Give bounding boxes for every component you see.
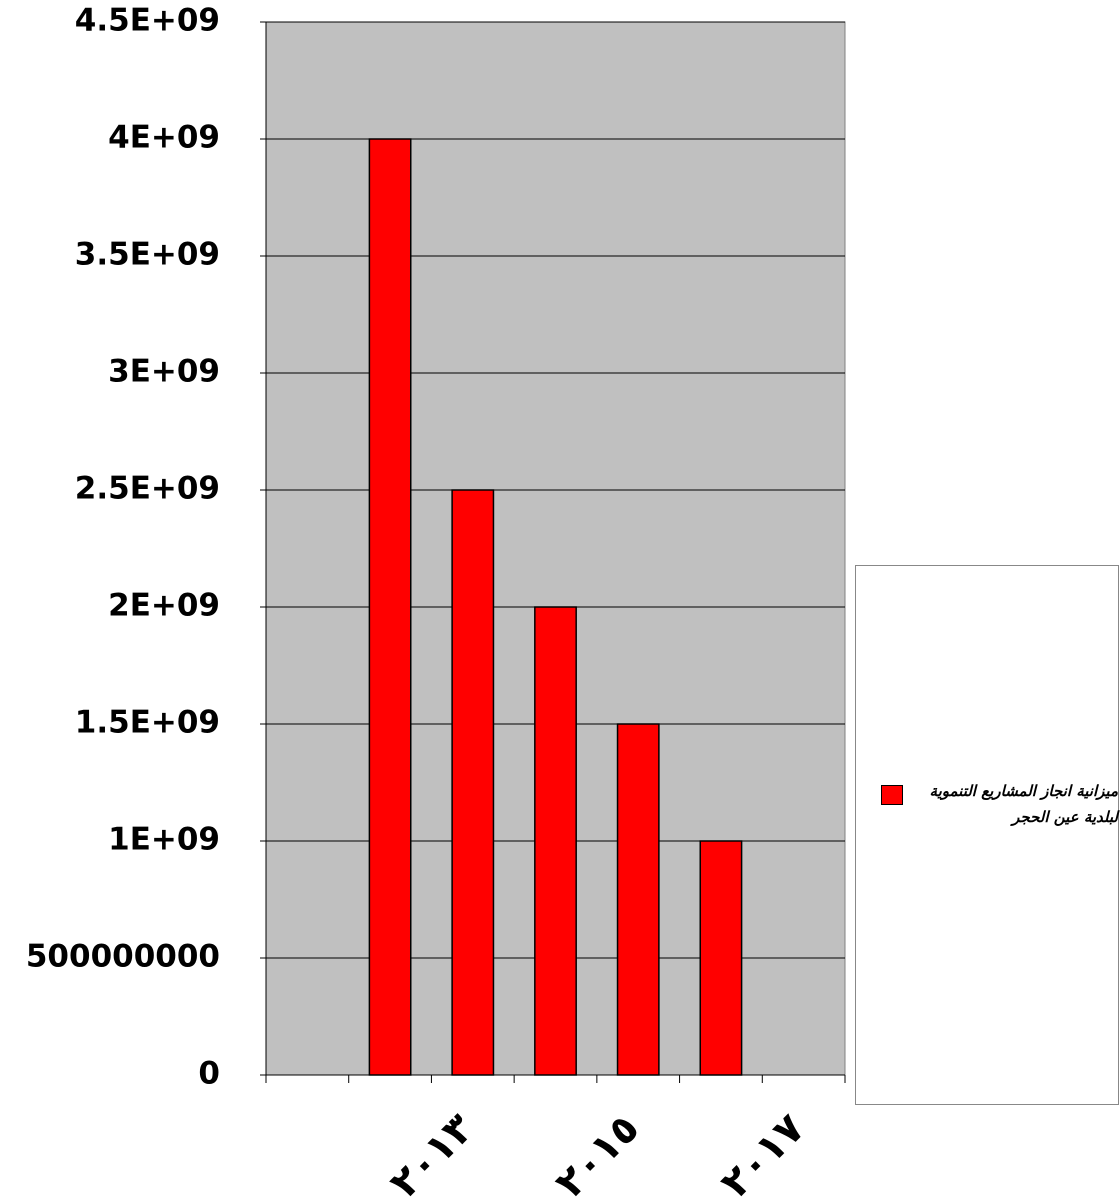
x-tick-label: ٢٠١٥ — [547, 1105, 649, 1202]
y-tick-label: 1E+09 — [108, 822, 220, 858]
bar — [368, 138, 412, 1076]
legend-swatch — [881, 785, 903, 805]
bar — [616, 723, 660, 1076]
y-tick-label: 3E+09 — [108, 354, 220, 390]
y-tick-label: 2E+09 — [108, 588, 220, 624]
y-tick-label: 4E+09 — [108, 120, 220, 156]
legend: ميزانية انجاز المشاريع التنموية لبلدية ع… — [855, 565, 1119, 1105]
y-tick-label: 0 — [198, 1056, 220, 1092]
bar — [534, 606, 577, 1076]
bar — [451, 489, 495, 1076]
y-tick-label: 500000000 — [26, 939, 220, 975]
bar — [699, 840, 743, 1076]
y-tick-label: 4.5E+09 — [75, 3, 220, 39]
x-tick-label: ٢٠١٣ — [381, 1105, 483, 1202]
y-tick-label: 1.5E+09 — [75, 705, 220, 741]
x-tick-label: ٢٠١٧ — [712, 1105, 814, 1202]
y-tick-label: 3.5E+09 — [75, 237, 220, 273]
legend-label: ميزانية انجاز المشاريع التنموية لبلدية ع… — [929, 782, 1118, 826]
y-tick-label: 2.5E+09 — [75, 471, 220, 507]
